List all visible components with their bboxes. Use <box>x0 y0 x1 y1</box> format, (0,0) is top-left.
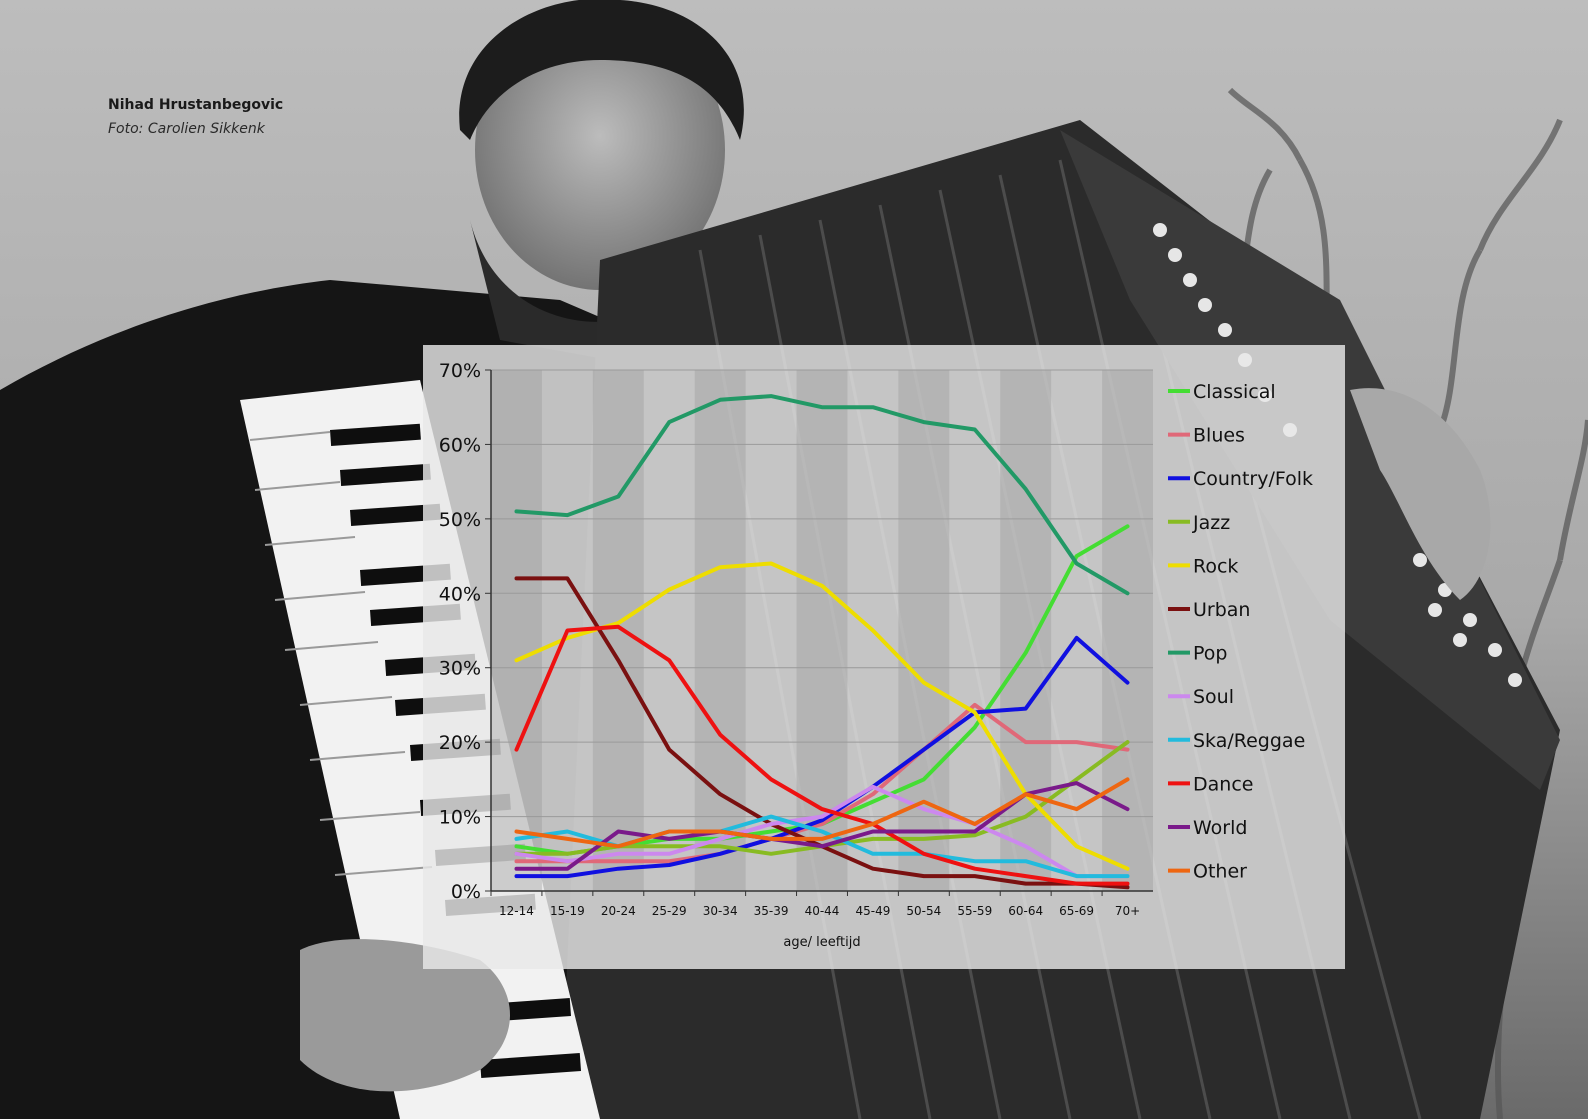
legend-label: Other <box>1193 861 1247 883</box>
axes <box>490 370 1153 892</box>
series-line-dance <box>514 624 1130 886</box>
x-tick-label: 12-14 <box>499 904 534 918</box>
legend-label: Jazz <box>1192 512 1230 534</box>
left-hand <box>300 939 510 1092</box>
x-tick-label: 30-34 <box>703 904 738 918</box>
x-tick-label: 15-19 <box>550 904 585 918</box>
y-tick-label: 0% <box>451 881 481 903</box>
right-hand <box>1350 388 1491 600</box>
column-band <box>898 370 950 891</box>
series-lines <box>514 394 1130 890</box>
legend-label: Pop <box>1193 643 1227 665</box>
series-line-other <box>514 777 1130 849</box>
y-tick-label: 40% <box>439 583 481 605</box>
legend-label: Dance <box>1193 773 1253 795</box>
legend-label: Ska/Reggae <box>1193 730 1305 752</box>
x-tick-label: 40-44 <box>805 904 840 918</box>
line-chart: 0% 10% 20% 30% 40% 50% 60% 70% 12-14 15-19 20-24 2… <box>439 360 1313 950</box>
legend-label: Classical <box>1193 381 1276 403</box>
caption-name: Nihad Hrustanbegovic <box>108 97 284 113</box>
x-tick-label: 35-39 <box>754 904 789 918</box>
y-tick-label: 50% <box>439 509 481 531</box>
y-tick-label: 10% <box>439 807 481 829</box>
column-band <box>1102 370 1153 891</box>
column-band <box>694 370 746 891</box>
x-axis-title: age/ leeftijd <box>783 935 860 950</box>
x-tick-label: 20-24 <box>601 904 636 918</box>
series-line-pop <box>514 394 1130 596</box>
caption-credit: Foto: Carolien Sikkenk <box>108 121 265 137</box>
x-tick-label: 65-69 <box>1059 904 1094 918</box>
legend-label: Rock <box>1193 555 1238 577</box>
x-tick-labels: 12-14 15-19 20-24 25-29 30-34 35-39 40-44 45-49… <box>490 891 1140 918</box>
series-line-country-folk <box>514 635 1130 879</box>
x-tick-label: 70+ <box>1115 904 1140 918</box>
legend-label: World <box>1193 817 1247 839</box>
chart-panel: 0% 10% 20% 30% 40% 50% 60% 70% 12-14 15-19 20-24 2… <box>423 345 1345 969</box>
head <box>475 10 725 290</box>
series-line-soul <box>514 784 1130 879</box>
x-tick-label: 60-64 <box>1008 904 1043 918</box>
hair <box>459 0 744 140</box>
series-line-blues <box>514 702 1130 864</box>
y-tick-label: 30% <box>439 658 481 680</box>
x-tick-label: 55-59 <box>957 904 992 918</box>
x-tick-label: 45-49 <box>855 904 890 918</box>
x-tick-label: 50-54 <box>906 904 941 918</box>
y-tick-label: 70% <box>439 360 481 382</box>
legend-label: Blues <box>1193 425 1245 447</box>
legend-label: Urban <box>1193 599 1250 621</box>
legend-label: Soul <box>1193 686 1234 708</box>
y-tick-label: 60% <box>439 434 481 456</box>
y-tick-label: 20% <box>439 732 481 754</box>
column-band <box>491 370 542 891</box>
legend: Classical Blues Country/Folk Jazz Rock Urban P… <box>1168 381 1313 883</box>
y-tick-labels: 0% 10% 20% 30% 40% 50% 60% 70% <box>439 360 481 903</box>
column-band <box>796 370 848 891</box>
legend-label: Country/Folk <box>1193 468 1313 490</box>
x-tick-label: 25-29 <box>652 904 687 918</box>
